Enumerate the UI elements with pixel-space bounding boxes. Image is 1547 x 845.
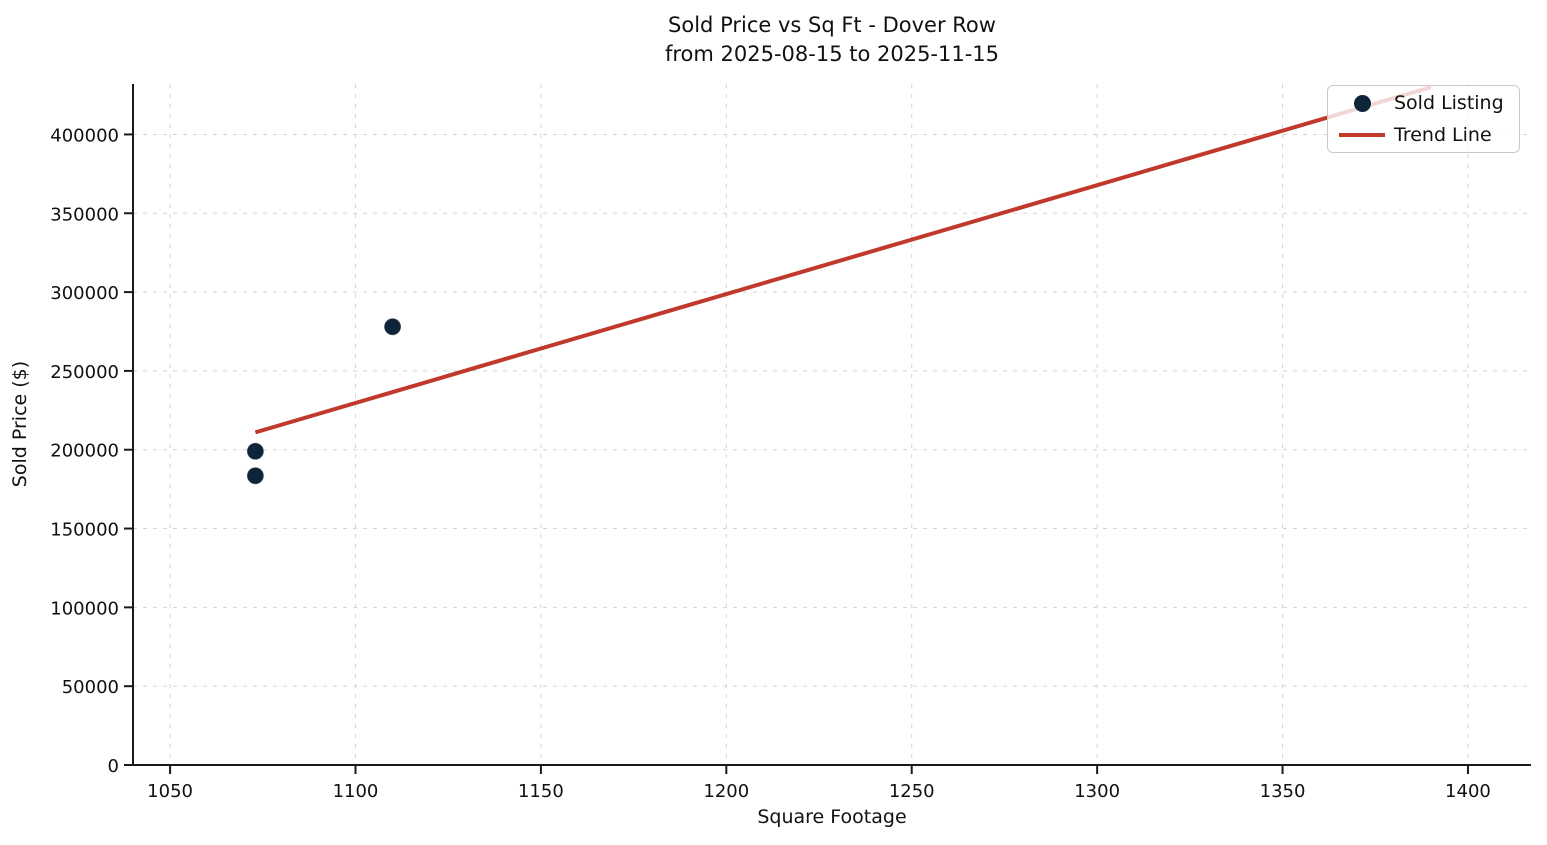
- legend-marker-cell: [1336, 133, 1388, 137]
- scatter-marker-icon: [1353, 94, 1371, 112]
- legend-item-trend-line: Trend Line: [1336, 122, 1511, 148]
- y-tick-label: 100000: [50, 598, 119, 619]
- legend-label-trend-line: Trend Line: [1394, 124, 1492, 146]
- y-axis-label: Sold Price ($): [9, 360, 31, 488]
- legend: Sold Listing Trend Line: [1327, 85, 1520, 153]
- x-tick-label: 1350: [1260, 781, 1306, 802]
- legend-item-sold-listing: Sold Listing: [1336, 90, 1511, 116]
- scatter-point: [246, 466, 265, 485]
- y-tick-label: 0: [108, 756, 119, 777]
- legend-marker-cell: [1336, 94, 1388, 112]
- x-tick-label: 1400: [1445, 781, 1491, 802]
- y-tick-label: 250000: [50, 362, 119, 383]
- scatter-point: [383, 317, 402, 336]
- chart-title: Sold Price vs Sq Ft - Dover Row from 202…: [482, 11, 1182, 69]
- x-tick-label: 1150: [518, 781, 564, 802]
- scatter-point: [246, 442, 265, 461]
- x-tick-label: 1200: [703, 781, 749, 802]
- y-tick-label: 300000: [50, 283, 119, 304]
- trend-line: [254, 85, 1432, 435]
- y-tick-label: 50000: [62, 677, 119, 698]
- legend-label-sold-listing: Sold Listing: [1394, 92, 1504, 114]
- x-tick-label: 1100: [333, 781, 379, 802]
- x-tick-label: 1300: [1074, 781, 1120, 802]
- y-tick-label: 400000: [50, 125, 119, 146]
- x-axis-label: Square Footage: [757, 806, 907, 828]
- y-tick-label: 200000: [50, 441, 119, 462]
- line-marker-icon: [1339, 133, 1385, 137]
- chart-title-line2: from 2025-08-15 to 2025-11-15: [664, 42, 1000, 66]
- chart-title-line1: Sold Price vs Sq Ft - Dover Row: [668, 13, 996, 37]
- x-tick-label: 1050: [147, 781, 193, 802]
- y-tick-label: 350000: [50, 204, 119, 225]
- y-tick-label: 150000: [50, 520, 119, 541]
- x-tick-label: 1250: [889, 781, 935, 802]
